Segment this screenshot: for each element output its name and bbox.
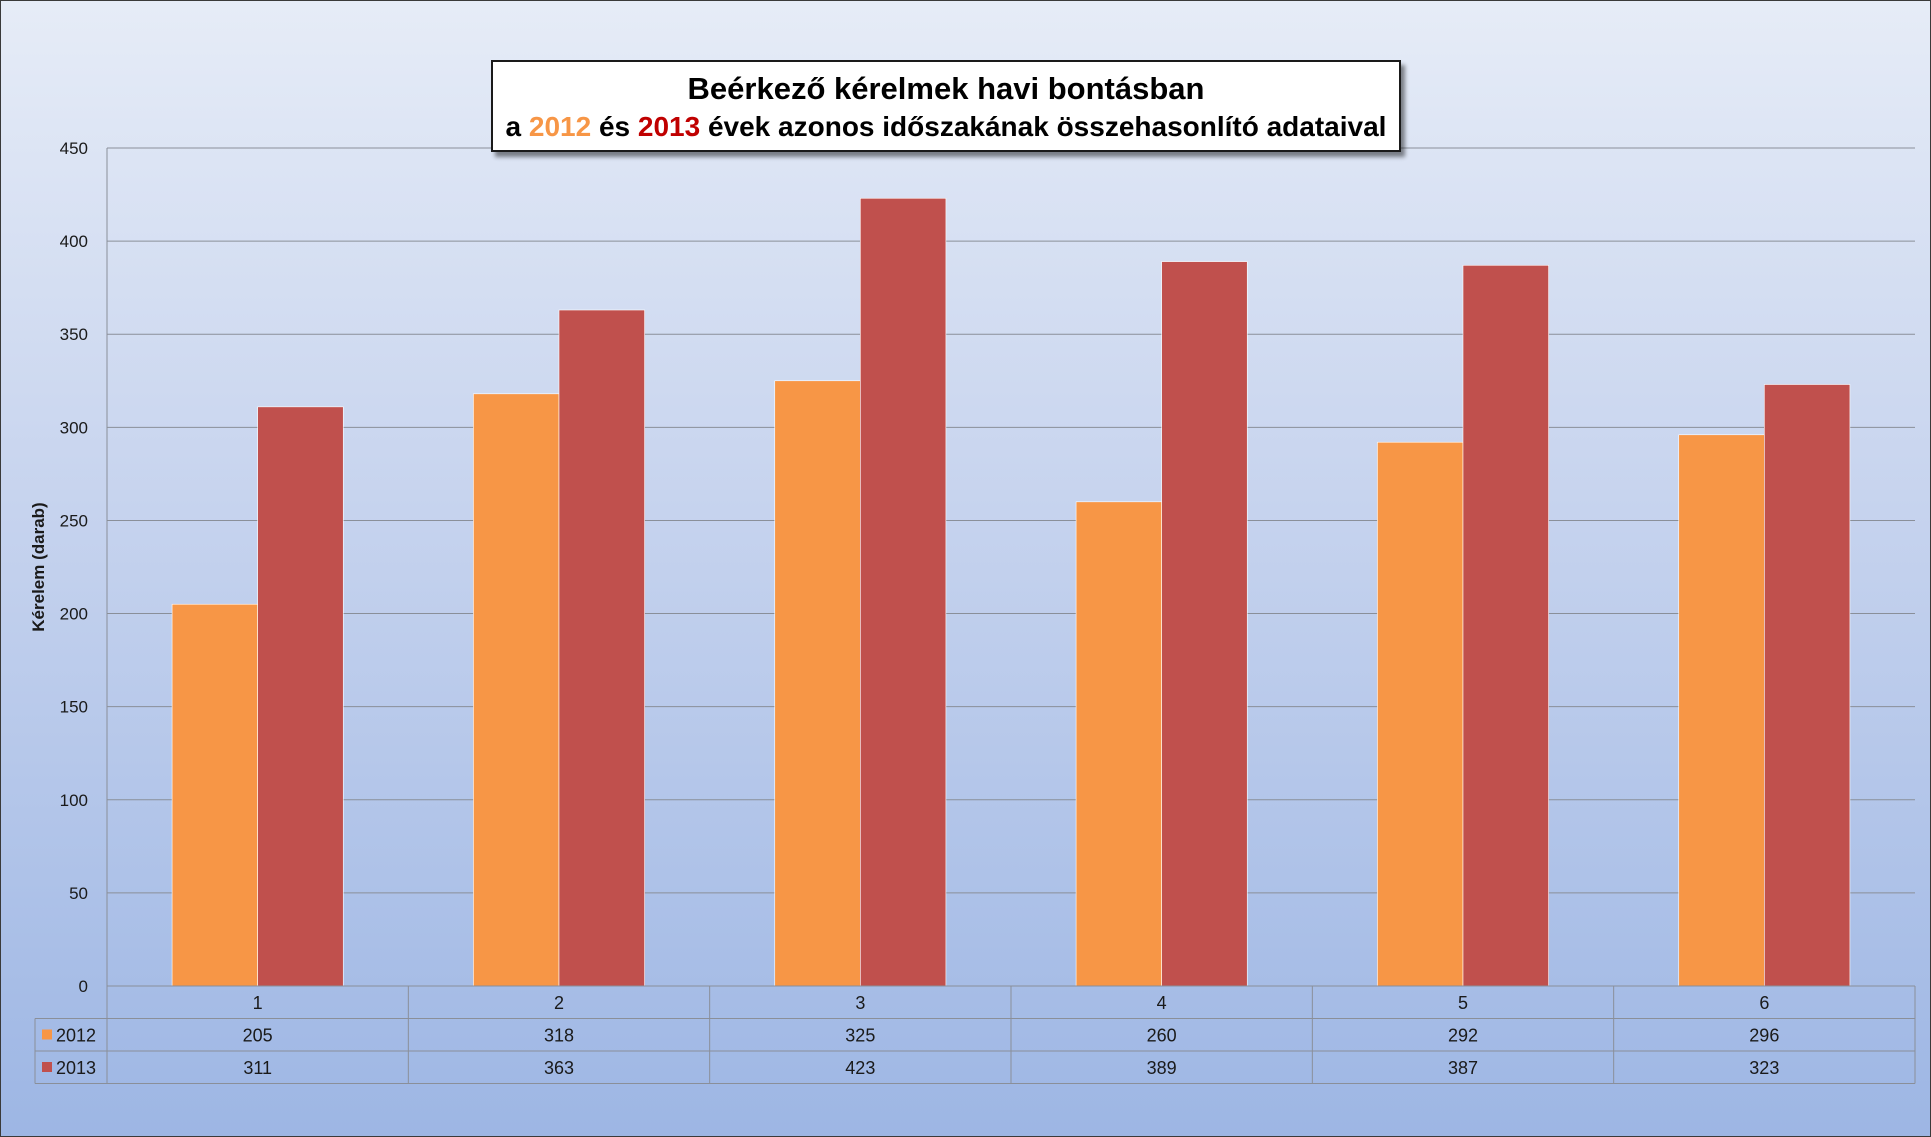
chart-title-box: Beérkező kérelmek havi bontásban a 2012 … <box>491 60 1401 152</box>
bar-2013-4 <box>1161 261 1248 987</box>
subtitle-year-2012: 2012 <box>528 111 592 142</box>
data-table: 1 2 3 4 5 6 2012 205 318 325 260 292 296 2013 311 363 42… <box>34 985 1916 1084</box>
y-tick-label: 300 <box>60 418 88 437</box>
x-tick-label: 4 <box>1157 993 1167 1013</box>
y-tick-label: 0 <box>79 977 88 996</box>
bars <box>171 197 1851 987</box>
y-tick-labels: 0 50 100 150 200 250 300 350 400 450 <box>60 139 88 996</box>
data-label: 260 <box>1147 1026 1177 1046</box>
data-label: 387 <box>1448 1058 1478 1078</box>
bar-2013-1 <box>257 406 344 987</box>
bar-2012-3 <box>774 380 861 987</box>
data-label: 296 <box>1749 1026 1779 1046</box>
bar-2013-6 <box>1764 384 1851 987</box>
bar-2012-4 <box>1075 501 1162 987</box>
y-axis-label: Kérelem (darab) <box>29 502 48 631</box>
bar-2013-3 <box>860 197 947 987</box>
legend-swatch-2013 <box>42 1062 52 1072</box>
y-tick-label: 200 <box>60 605 88 624</box>
data-label: 389 <box>1147 1058 1177 1078</box>
y-tick-label: 100 <box>60 791 88 810</box>
bar-2012-6 <box>1678 434 1765 987</box>
legend-swatch-2012 <box>42 1029 52 1040</box>
chart-title: Beérkező kérelmek havi bontásban <box>687 71 1205 106</box>
bar-2013-5 <box>1462 265 1549 987</box>
y-tick-label: 50 <box>69 884 88 903</box>
legend-label: 2013 <box>56 1058 96 1078</box>
data-label: 325 <box>845 1026 875 1046</box>
bar-2013-2 <box>558 309 645 987</box>
bar-2012-5 <box>1377 441 1464 987</box>
legend-label: 2012 <box>56 1026 96 1046</box>
y-tick-label: 450 <box>60 139 88 158</box>
chart-subtitle: a 2012 és 2013 évek azonos időszakának ö… <box>493 109 1399 145</box>
subtitle-middle: és <box>591 111 638 142</box>
bar-2012-1 <box>171 603 258 987</box>
y-tick-label: 350 <box>60 325 88 344</box>
x-tick-label: 5 <box>1458 993 1468 1013</box>
data-label: 363 <box>544 1058 574 1078</box>
data-label: 311 <box>243 1058 272 1078</box>
data-label: 205 <box>243 1026 273 1046</box>
y-tick-label: 400 <box>60 232 88 251</box>
data-label: 318 <box>544 1026 574 1046</box>
x-tick-label: 6 <box>1759 993 1769 1013</box>
data-label: 292 <box>1448 1026 1478 1046</box>
y-tick-label: 150 <box>60 698 88 717</box>
x-tick-label: 2 <box>554 993 564 1013</box>
x-tick-label: 3 <box>855 993 865 1013</box>
data-label: 423 <box>845 1058 875 1078</box>
data-label: 323 <box>1749 1058 1779 1078</box>
x-tick-label: 1 <box>253 993 263 1013</box>
subtitle-year-2013: 2013 <box>637 111 701 142</box>
gridlines <box>106 147 1915 987</box>
subtitle-suffix: évek azonos időszakának összehasonlító a… <box>700 111 1387 142</box>
y-tick-label: 250 <box>60 511 88 530</box>
subtitle-prefix: a <box>505 111 529 142</box>
bar-2012-2 <box>473 393 560 987</box>
